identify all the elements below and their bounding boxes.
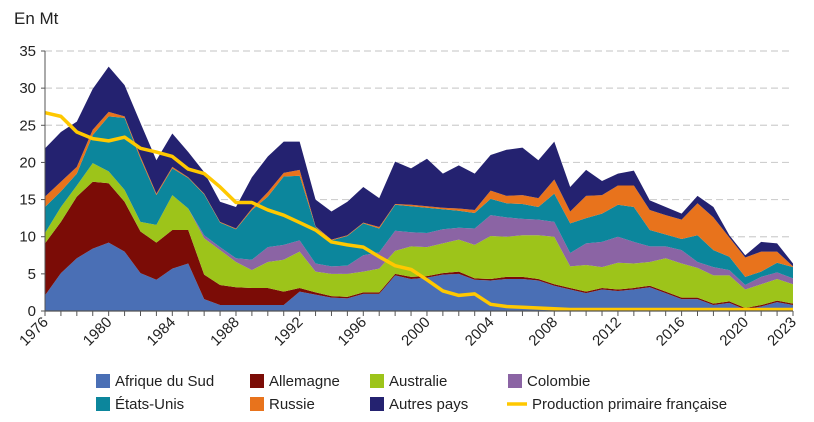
x-tick-label: 1984 <box>144 314 180 350</box>
legend-label: Australie <box>389 373 447 390</box>
line-production-primaire-francaise <box>44 110 793 312</box>
legend-label: Autres pays <box>389 396 468 413</box>
x-tick-label: 1976 <box>16 314 52 350</box>
legend-swatch <box>370 397 384 411</box>
x-tick-label: 2020 <box>716 314 752 350</box>
x-tick-label: 2016 <box>653 314 689 350</box>
y-tick-label: 5 <box>28 266 36 283</box>
area--tats-unis <box>45 116 793 285</box>
legend-swatch <box>96 397 110 411</box>
area-afrique-du-sud <box>45 242 793 311</box>
x-tick-label: 2023 <box>764 314 800 350</box>
y-tick-label: 10 <box>19 229 36 246</box>
legend-item: Production primaire française <box>507 396 727 413</box>
legend-swatch <box>508 374 522 388</box>
x-tick-label: 1988 <box>207 314 243 350</box>
legend-item: Allemagne <box>250 373 340 390</box>
x-tick-label: 1992 <box>271 314 307 350</box>
legend-label: Russie <box>269 396 315 413</box>
x-tick-label: 2000 <box>398 314 434 350</box>
legend-item: Russie <box>250 396 315 413</box>
legend-label: Production primaire française <box>532 396 727 413</box>
y-tick-label: 20 <box>19 154 36 171</box>
legend-item: Colombie <box>508 373 590 390</box>
legend-swatch <box>96 374 110 388</box>
legend-item: États-Unis <box>96 396 184 413</box>
y-tick-label: 25 <box>19 117 36 134</box>
legend-swatch <box>250 374 264 388</box>
y-tick-label: 35 <box>19 43 36 60</box>
x-tick-label: 1980 <box>80 314 116 350</box>
legend-label: États-Unis <box>115 396 184 413</box>
x-tick-label: 2008 <box>525 314 561 350</box>
legend-swatch <box>250 397 264 411</box>
area-autres-pays <box>45 66 793 267</box>
area-australie <box>45 163 793 309</box>
legend-item: Afrique du Sud <box>96 373 214 390</box>
y-tick-label: 30 <box>19 80 36 97</box>
x-tick-label: 2004 <box>462 314 498 350</box>
legend-swatch <box>370 374 384 388</box>
y-tick-label: 15 <box>19 192 36 209</box>
legend-label: Afrique du Sud <box>115 373 214 390</box>
y-axis-unit-label: En Mt <box>14 9 59 28</box>
legend-label: Colombie <box>527 373 590 390</box>
legend-item: Australie <box>370 373 447 390</box>
legend-item: Autres pays <box>370 396 468 413</box>
area-colombie <box>45 163 793 290</box>
legend-label: Allemagne <box>269 373 340 390</box>
y-tick-label: 0 <box>28 303 36 320</box>
x-tick-label: 2012 <box>589 314 625 350</box>
x-tick-label: 1996 <box>335 314 371 350</box>
